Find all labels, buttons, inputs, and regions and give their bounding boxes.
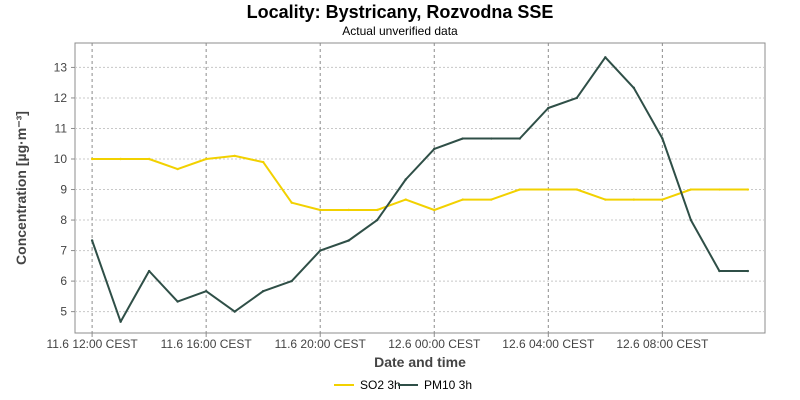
y-tick-label: 13 — [54, 60, 68, 74]
data-point — [147, 157, 151, 161]
data-point — [632, 198, 636, 201]
data-point — [147, 269, 151, 273]
data-point — [176, 167, 179, 171]
grid — [75, 43, 765, 333]
data-point — [90, 239, 94, 242]
axis-ticks: 5 6 7 8 9 10 11 12 13 11.6 12:00 CEST 11.6 16:00 C… — [47, 60, 710, 351]
data-point — [518, 188, 521, 191]
data-point — [661, 198, 664, 201]
data-point — [547, 106, 550, 110]
data-point — [233, 310, 236, 313]
x-tick-label: 12.6 04:00 CEST — [502, 337, 595, 351]
y-tick-label: 12 — [54, 91, 68, 105]
data-point — [746, 188, 750, 191]
x-tick-label: 11.6 20:00 CEST — [275, 337, 367, 351]
data-point — [433, 208, 436, 212]
data-point — [119, 157, 122, 161]
data-point — [261, 160, 265, 164]
data-point — [461, 198, 464, 201]
data-point — [718, 269, 721, 273]
data-point — [204, 157, 208, 161]
data-point — [119, 320, 122, 323]
series-lines — [90, 56, 750, 323]
data-point — [575, 188, 579, 191]
data-point — [575, 96, 579, 100]
legend-label: PM10 3h — [424, 378, 472, 392]
data-point — [461, 137, 464, 140]
y-tick-label: 8 — [60, 213, 67, 227]
chart-subtitle: Actual unverified data — [342, 24, 458, 38]
data-point — [290, 279, 293, 283]
data-point — [404, 178, 407, 181]
data-point — [376, 218, 379, 222]
y-tick-label: 9 — [60, 183, 67, 197]
x-axis-title: Date and time — [374, 354, 466, 370]
y-tick-label: 10 — [54, 152, 68, 166]
data-point — [347, 239, 350, 242]
data-point — [547, 188, 550, 191]
data-point — [433, 147, 436, 151]
data-point — [176, 300, 179, 303]
data-point — [261, 289, 265, 293]
y-tick-label: 6 — [60, 274, 67, 288]
data-point — [233, 154, 236, 158]
series-line-pm10 — [91, 56, 748, 323]
y-axis-title: Concentration [µg·m⁻³] — [13, 111, 29, 265]
y-tick-label: 11 — [55, 121, 68, 135]
y-tick-label: 5 — [60, 305, 67, 319]
data-point — [718, 188, 721, 191]
data-point — [404, 198, 407, 201]
y-tick-label: 7 — [60, 244, 67, 258]
data-point — [290, 201, 293, 204]
series-line-so2 — [92, 154, 748, 211]
data-point — [90, 157, 94, 161]
data-point — [661, 137, 664, 140]
data-point — [518, 137, 521, 140]
data-point — [347, 208, 350, 212]
x-tick-label: 11.6 12:00 CEST — [47, 337, 139, 351]
data-point — [490, 137, 493, 140]
data-point — [689, 188, 693, 191]
data-point — [319, 208, 322, 212]
data-point — [632, 86, 636, 90]
legend-label: SO2 3h — [360, 378, 401, 392]
legend: SO2 3h PM10 3h — [334, 378, 472, 392]
data-point — [204, 289, 208, 293]
data-point — [490, 198, 493, 201]
data-point — [689, 218, 693, 222]
data-point — [604, 198, 607, 201]
data-point — [376, 208, 379, 212]
data-point — [746, 269, 750, 273]
plot-area — [74, 42, 766, 334]
chart-title: Locality: Bystricany, Rozvodna SSE — [247, 2, 554, 22]
x-tick-label: 11.6 16:00 CEST — [161, 337, 253, 351]
x-tick-label: 12.6 08:00 CEST — [616, 337, 709, 351]
data-point — [604, 56, 607, 59]
data-point — [319, 249, 322, 252]
x-tick-label: 12.6 00:00 CEST — [388, 337, 481, 351]
